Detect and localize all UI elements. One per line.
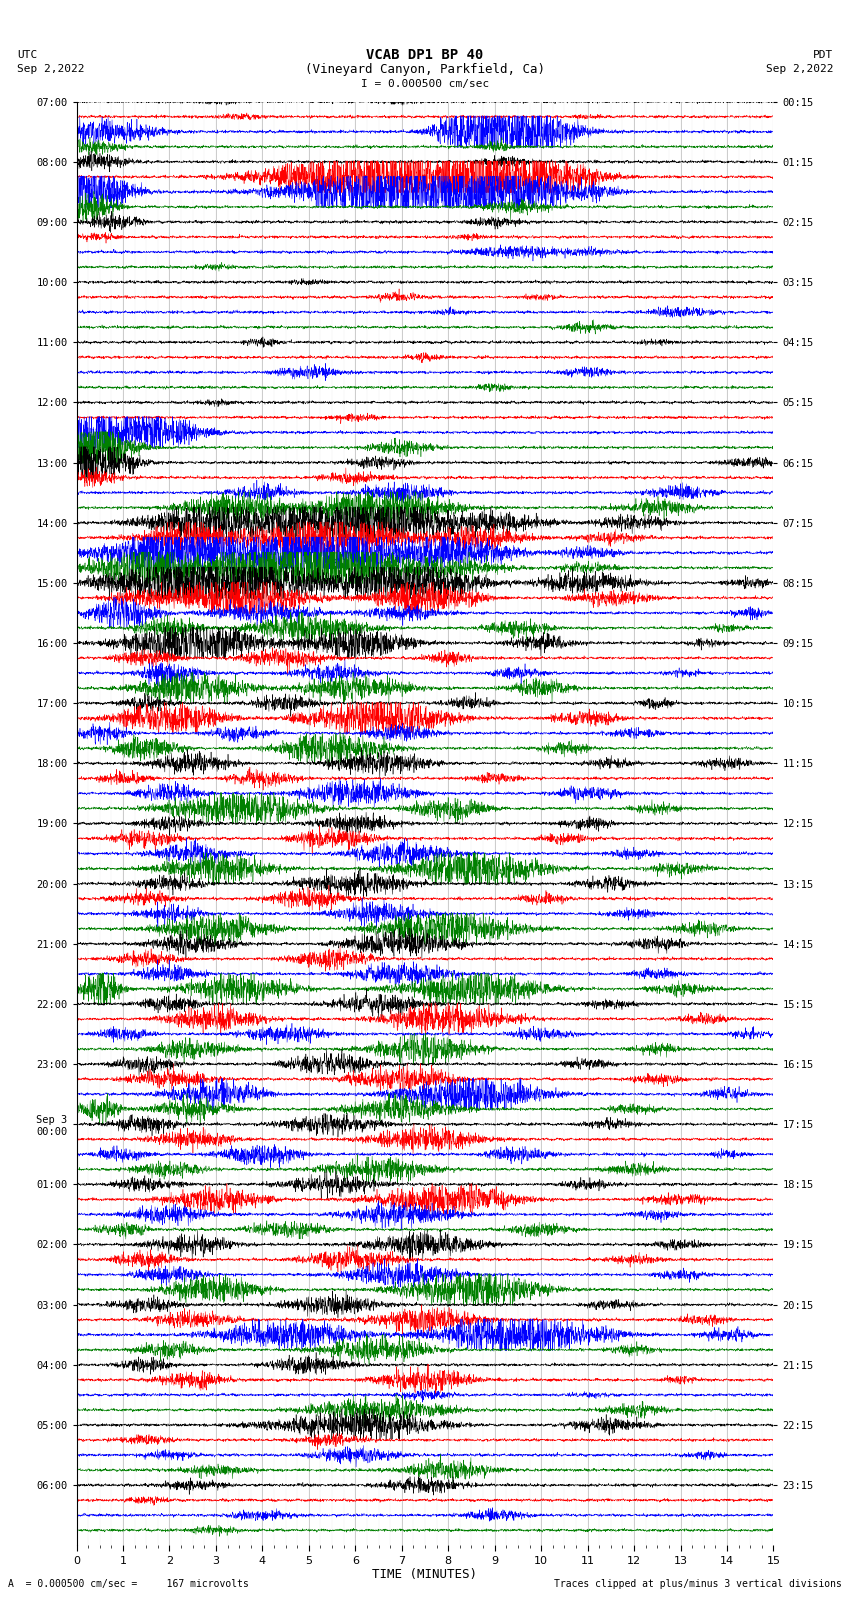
Text: Sep 2,2022: Sep 2,2022	[17, 65, 84, 74]
Text: VCAB DP1 BP 40: VCAB DP1 BP 40	[366, 48, 484, 61]
X-axis label: TIME (MINUTES): TIME (MINUTES)	[372, 1568, 478, 1581]
Text: Sep 2,2022: Sep 2,2022	[766, 65, 833, 74]
Text: I = 0.000500 cm/sec: I = 0.000500 cm/sec	[361, 79, 489, 89]
Text: A  = 0.000500 cm/sec =     167 microvolts: A = 0.000500 cm/sec = 167 microvolts	[8, 1579, 249, 1589]
Text: UTC: UTC	[17, 50, 37, 60]
Text: Traces clipped at plus/minus 3 vertical divisions: Traces clipped at plus/minus 3 vertical …	[553, 1579, 842, 1589]
Text: (Vineyard Canyon, Parkfield, Ca): (Vineyard Canyon, Parkfield, Ca)	[305, 63, 545, 76]
Text: PDT: PDT	[813, 50, 833, 60]
